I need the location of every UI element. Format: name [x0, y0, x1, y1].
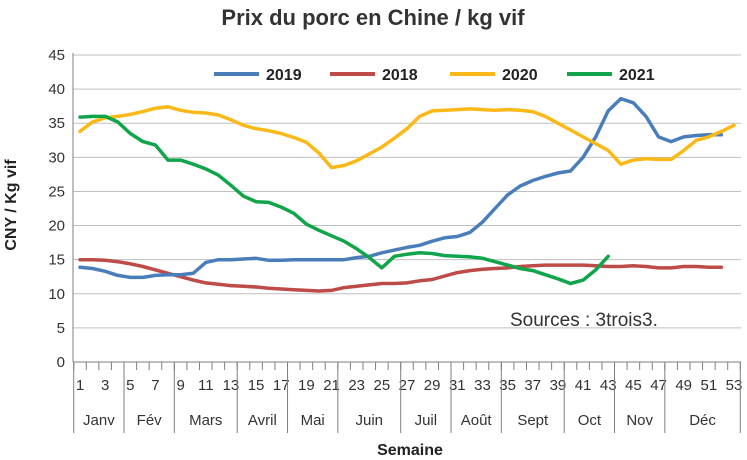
x-tick-label: 27: [399, 377, 416, 394]
source-annotation: Sources : 3trois3.: [510, 310, 658, 331]
legend: 2019 2018 2020 2021: [214, 67, 655, 84]
series-line-2020: [78, 105, 736, 170]
y-tick-label: 20: [48, 218, 65, 235]
month-label: Janv: [83, 412, 115, 429]
y-tick-label: 35: [48, 115, 65, 132]
x-axis-title: Semaine: [377, 442, 443, 459]
x-tick-label: 15: [248, 377, 265, 394]
month-label: Oct: [578, 412, 602, 429]
x-tick-label: 13: [223, 377, 240, 394]
x-tick-label: 51: [701, 377, 718, 394]
x-tick-label: 19: [298, 377, 315, 394]
y-tick-label: 25: [48, 183, 65, 200]
x-tick-label: 7: [151, 377, 159, 394]
legend-label: 2021: [619, 67, 655, 84]
grid: [73, 54, 741, 329]
x-tick-label: 5: [126, 377, 134, 394]
month-label: Juin: [356, 412, 384, 429]
y-axis-title: CNY / Kg vif: [3, 159, 20, 251]
month-label: Mai: [301, 412, 325, 429]
x-tick-label: 29: [424, 377, 441, 394]
x-tick-label: 35: [499, 377, 516, 394]
x-tick-label: 33: [474, 377, 491, 394]
legend-item-2020: 2020: [450, 67, 538, 84]
y-tick-label: 45: [48, 47, 65, 64]
x-tick-label: 25: [374, 377, 391, 394]
month-label: Août: [461, 412, 493, 429]
month-label: Sept: [517, 412, 549, 429]
y-tick-label: 40: [48, 81, 65, 98]
x-tick-label: 23: [348, 377, 365, 394]
legend-item-2021: 2021: [567, 67, 655, 84]
x-tick-label: 37: [524, 377, 541, 394]
x-tick-label: 41: [575, 377, 592, 394]
x-tick-label: 17: [273, 377, 290, 394]
x-tick-label: 49: [675, 377, 692, 394]
legend-item-2019: 2019: [214, 67, 302, 84]
x-tick-label: 3: [101, 377, 109, 394]
series-line-2018: [78, 257, 724, 293]
x-tick-label: 1: [76, 377, 84, 394]
x-tick-label: 43: [600, 377, 617, 394]
chart-title: Prix du porc en Chine / kg vif: [221, 5, 525, 30]
month-label: Nov: [626, 412, 653, 429]
legend-label: 2020: [502, 67, 538, 84]
legend-label: 2019: [266, 67, 302, 84]
series-line-2019: [78, 96, 724, 280]
month-label: Avril: [248, 412, 277, 429]
x-tick-label: 53: [726, 377, 743, 394]
month-label: Juil: [415, 412, 438, 429]
month-label: Fév: [137, 412, 163, 429]
month-label: Déc: [689, 412, 716, 429]
series-lines: [78, 96, 736, 293]
x-tick-label: 31: [449, 377, 466, 394]
x-tick-label: 21: [323, 377, 340, 394]
x-tick-label: 9: [176, 377, 184, 394]
legend-label: 2018: [382, 67, 418, 84]
y-tick-label: 5: [57, 320, 65, 337]
y-tick-label: 10: [48, 286, 65, 303]
legend-item-2018: 2018: [330, 67, 418, 84]
x-tick-label: 45: [625, 377, 642, 394]
month-label: Mars: [189, 412, 222, 429]
x-tick-label: 11: [198, 377, 214, 394]
x-tick-label: 39: [550, 377, 567, 394]
y-tick-label: 0: [57, 354, 65, 371]
y-tick-label: 30: [48, 149, 65, 166]
series-line-2021: [78, 114, 610, 286]
y-tick-label: 15: [48, 252, 65, 269]
x-tick-label: 47: [650, 377, 667, 394]
